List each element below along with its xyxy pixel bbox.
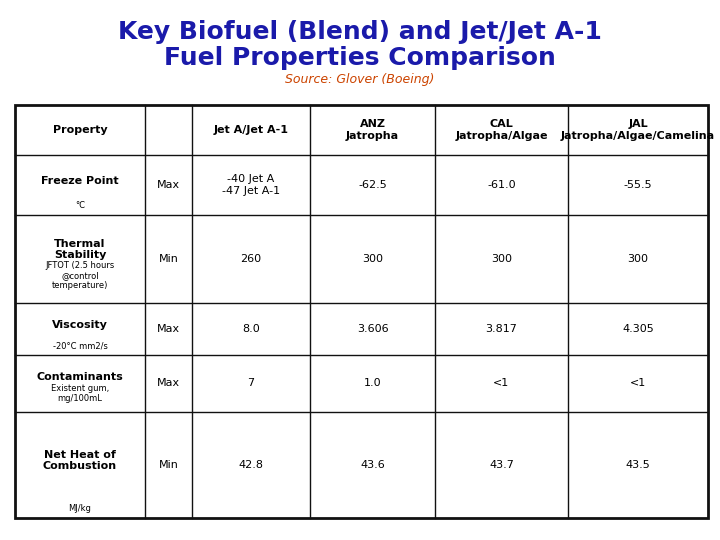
- Text: 1.0: 1.0: [364, 379, 382, 388]
- Text: <1: <1: [493, 379, 510, 388]
- Text: 43.6: 43.6: [360, 460, 385, 470]
- Text: 4.305: 4.305: [622, 324, 654, 334]
- Text: Existent gum,
mg/100mL: Existent gum, mg/100mL: [51, 384, 109, 403]
- Text: 8.0: 8.0: [242, 324, 260, 334]
- Text: Jet A/Jet A-1: Jet A/Jet A-1: [214, 125, 289, 135]
- Text: Freeze Point: Freeze Point: [41, 176, 119, 186]
- Text: CAL
Jatropha/Algae: CAL Jatropha/Algae: [455, 119, 548, 141]
- Text: 43.5: 43.5: [626, 460, 650, 470]
- Text: Net Heat of
Combustion: Net Heat of Combustion: [43, 450, 117, 471]
- Text: MJ/kg: MJ/kg: [68, 504, 91, 513]
- Text: Thermal
Stability: Thermal Stability: [54, 239, 106, 260]
- Text: 3.817: 3.817: [485, 324, 518, 334]
- Text: -62.5: -62.5: [358, 180, 387, 190]
- Text: JAL
Jatropha/Algae/Camelina: JAL Jatropha/Algae/Camelina: [561, 119, 715, 141]
- Text: 3.606: 3.606: [356, 324, 388, 334]
- Text: Fuel Properties Comparison: Fuel Properties Comparison: [164, 46, 556, 70]
- Text: Max: Max: [157, 180, 180, 190]
- Text: -20°C mm2/s: -20°C mm2/s: [53, 341, 107, 350]
- Text: Max: Max: [157, 324, 180, 334]
- Text: -61.0: -61.0: [487, 180, 516, 190]
- Text: ANZ
Jatropha: ANZ Jatropha: [346, 119, 399, 141]
- Text: Property: Property: [53, 125, 107, 135]
- Text: 260: 260: [240, 254, 261, 264]
- Text: 42.8: 42.8: [238, 460, 264, 470]
- Text: 300: 300: [491, 254, 512, 264]
- Text: Source: Glover (Boeing): Source: Glover (Boeing): [285, 73, 435, 86]
- Text: 300: 300: [362, 254, 383, 264]
- Text: Viscosity: Viscosity: [52, 320, 108, 329]
- Text: 43.7: 43.7: [489, 460, 514, 470]
- Text: Min: Min: [158, 460, 179, 470]
- Text: -40 Jet A
-47 Jet A-1: -40 Jet A -47 Jet A-1: [222, 174, 280, 196]
- Text: JFTOT (2.5 hours
@control
temperature): JFTOT (2.5 hours @control temperature): [45, 261, 114, 291]
- Text: 7: 7: [248, 379, 255, 388]
- Text: Max: Max: [157, 379, 180, 388]
- Text: Min: Min: [158, 254, 179, 264]
- Text: 300: 300: [628, 254, 649, 264]
- Text: Contaminants: Contaminants: [37, 372, 123, 382]
- Bar: [15, 105, 708, 518]
- Text: Key Biofuel (Blend) and Jet/Jet A-1: Key Biofuel (Blend) and Jet/Jet A-1: [118, 20, 602, 44]
- Text: °C: °C: [75, 201, 85, 210]
- Text: -55.5: -55.5: [624, 180, 652, 190]
- Text: <1: <1: [630, 379, 646, 388]
